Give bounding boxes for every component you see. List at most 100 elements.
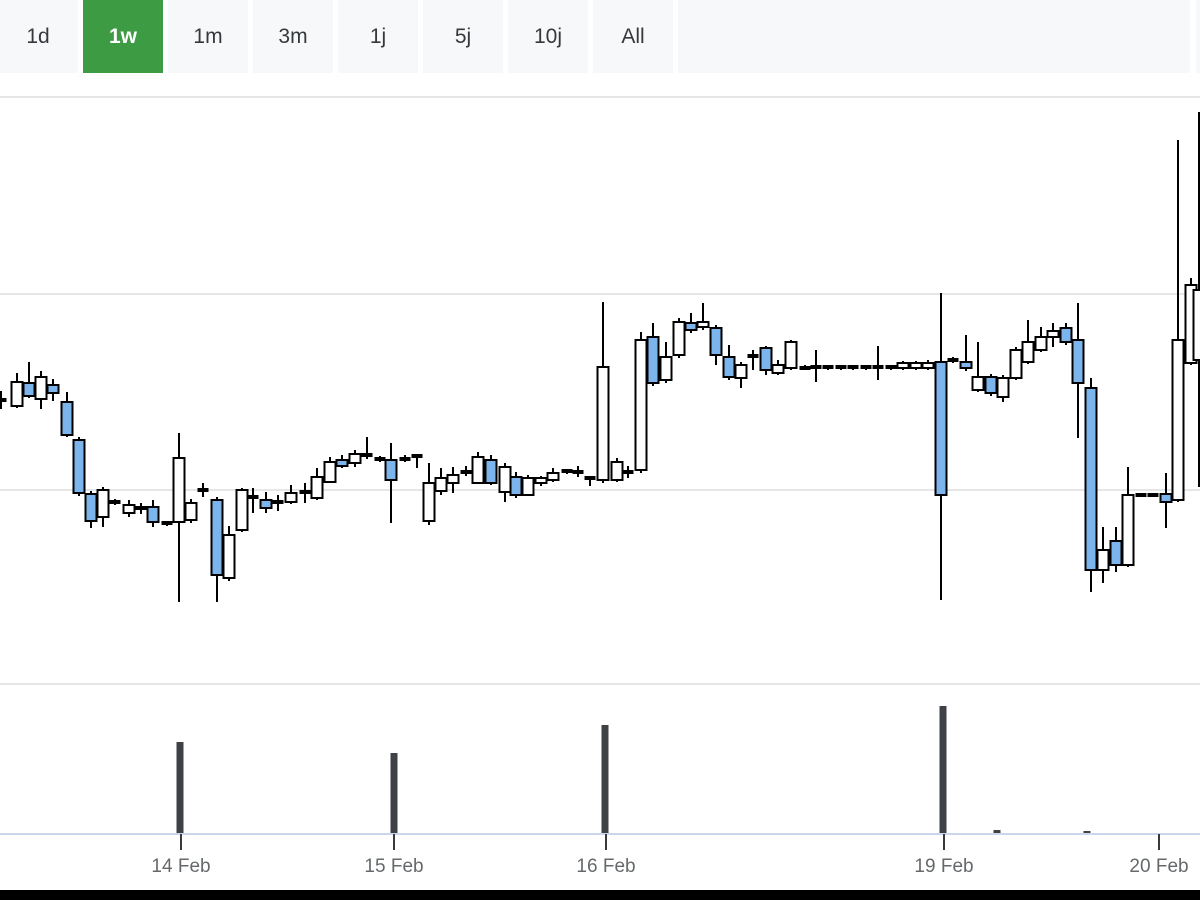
candle[interactable] <box>860 365 872 370</box>
range-button-1w[interactable]: 1w <box>83 0 163 73</box>
candle[interactable] <box>784 340 798 370</box>
candle[interactable] <box>361 437 373 459</box>
candle[interactable] <box>996 375 1010 402</box>
candle[interactable] <box>1135 493 1147 497</box>
candle[interactable] <box>335 455 349 468</box>
range-button-1m[interactable]: 1m <box>168 0 248 73</box>
volume-bar[interactable] <box>176 742 184 834</box>
candle[interactable] <box>1034 327 1048 352</box>
candle[interactable] <box>109 499 121 505</box>
candle[interactable] <box>1171 140 1185 502</box>
candle[interactable] <box>747 350 759 370</box>
candle[interactable] <box>709 325 723 365</box>
candle[interactable] <box>896 361 910 370</box>
candle[interactable] <box>1159 473 1173 528</box>
candle[interactable] <box>60 392 74 437</box>
candle[interactable] <box>561 469 573 474</box>
candle[interactable] <box>34 371 48 409</box>
range-button-All[interactable]: All <box>593 0 673 73</box>
candle[interactable] <box>722 345 736 380</box>
candle[interactable] <box>184 499 198 523</box>
candle[interactable] <box>847 365 859 370</box>
candle[interactable] <box>484 455 498 485</box>
candle[interactable] <box>684 313 698 333</box>
candle[interactable] <box>135 503 147 514</box>
candle[interactable] <box>921 360 935 370</box>
range-button-10j[interactable]: 10j <box>508 0 588 73</box>
candle[interactable] <box>384 443 398 523</box>
candle[interactable] <box>885 365 897 370</box>
candle[interactable] <box>634 332 648 473</box>
candle[interactable] <box>509 472 523 498</box>
candle[interactable] <box>959 335 973 371</box>
candle[interactable] <box>546 468 560 482</box>
candle[interactable] <box>872 346 884 380</box>
candle[interactable] <box>810 350 822 382</box>
candle[interactable] <box>434 468 448 495</box>
candle[interactable] <box>909 361 923 370</box>
candle[interactable] <box>323 457 337 483</box>
candle[interactable] <box>399 455 411 462</box>
candle[interactable] <box>146 500 160 527</box>
candle[interactable] <box>411 454 423 468</box>
candle[interactable] <box>422 463 436 525</box>
candle[interactable] <box>934 293 948 600</box>
candle[interactable] <box>10 373 24 408</box>
candle[interactable] <box>498 463 512 502</box>
candle[interactable] <box>122 500 136 517</box>
candle[interactable] <box>835 365 847 370</box>
candle[interactable] <box>222 526 236 581</box>
candle[interactable] <box>235 488 249 532</box>
candle[interactable] <box>572 466 584 477</box>
candle[interactable] <box>272 495 284 511</box>
candle[interactable] <box>584 476 596 486</box>
candle[interactable] <box>259 492 273 513</box>
candle[interactable] <box>610 458 624 482</box>
candle[interactable] <box>1096 527 1110 583</box>
candle[interactable] <box>799 365 811 370</box>
volume-bar[interactable] <box>1083 831 1091 834</box>
candle[interactable] <box>96 487 110 527</box>
candle[interactable] <box>161 521 173 526</box>
candle[interactable] <box>659 342 673 383</box>
candle[interactable] <box>310 468 324 500</box>
candle[interactable] <box>172 433 186 602</box>
candle[interactable] <box>1021 320 1035 364</box>
candle[interactable] <box>622 466 634 478</box>
candle[interactable] <box>446 467 460 493</box>
candle[interactable] <box>348 450 362 467</box>
candle[interactable] <box>534 476 548 486</box>
range-button-3m[interactable]: 3m <box>253 0 333 73</box>
candle[interactable] <box>0 391 7 409</box>
candle[interactable] <box>247 488 259 513</box>
volume-bar[interactable] <box>939 706 947 834</box>
candle[interactable] <box>1059 323 1073 345</box>
volume-bar[interactable] <box>390 753 398 834</box>
candle[interactable] <box>299 483 311 503</box>
candle[interactable] <box>734 362 748 388</box>
candle[interactable] <box>947 357 959 363</box>
candle[interactable] <box>646 323 660 386</box>
candle[interactable] <box>759 346 773 375</box>
candle[interactable] <box>822 365 834 370</box>
candle[interactable] <box>374 456 386 462</box>
candle[interactable] <box>210 497 224 602</box>
range-button-1j[interactable]: 1j <box>338 0 418 73</box>
candle[interactable] <box>1046 323 1060 347</box>
range-button-1d[interactable]: 1d <box>0 0 78 73</box>
candle[interactable] <box>46 379 60 401</box>
candle[interactable] <box>696 303 710 330</box>
candle[interactable] <box>1071 303 1085 438</box>
candle[interactable] <box>521 475 535 496</box>
candle[interactable] <box>984 374 998 396</box>
candle[interactable] <box>72 437 86 496</box>
candle[interactable] <box>84 491 98 528</box>
candle[interactable] <box>1084 378 1098 592</box>
candle[interactable] <box>471 452 485 484</box>
candle[interactable] <box>284 485 298 504</box>
candle[interactable] <box>1121 467 1135 567</box>
candle[interactable] <box>596 302 610 483</box>
candle[interactable] <box>1009 347 1023 380</box>
volume-bar[interactable] <box>993 830 1001 834</box>
candle[interactable] <box>672 318 686 358</box>
